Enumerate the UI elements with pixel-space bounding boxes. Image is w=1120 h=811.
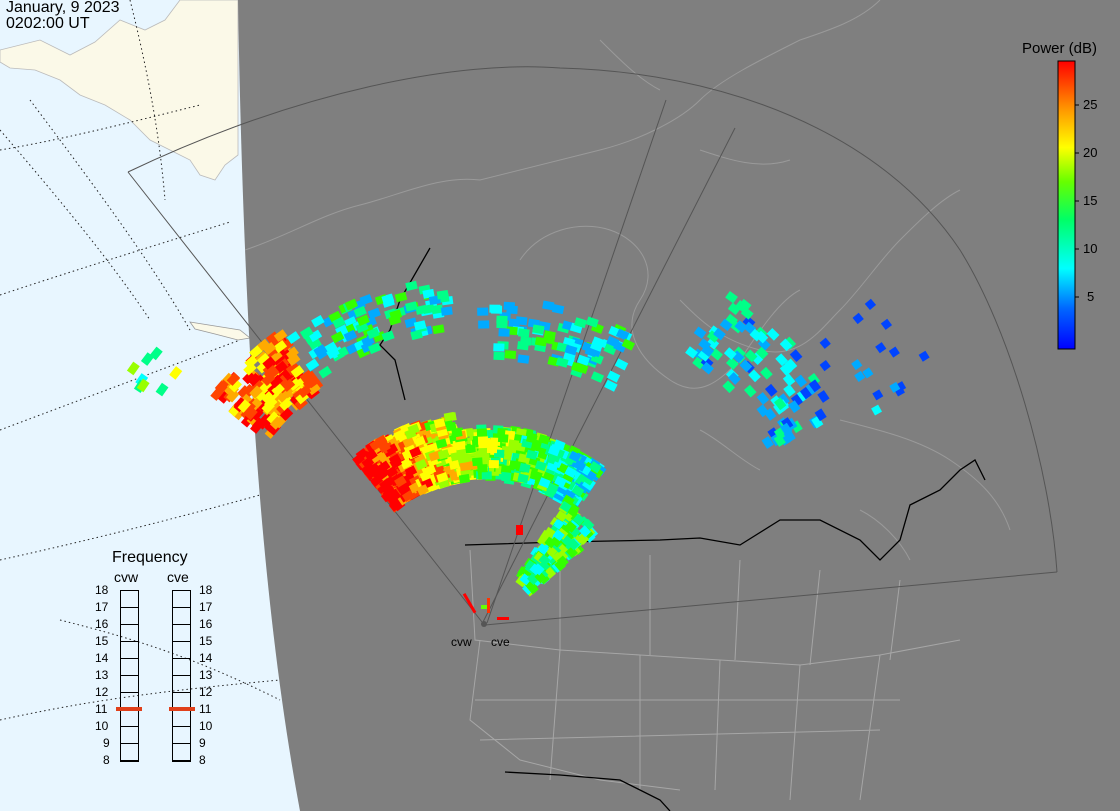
colorbar [1057, 60, 1076, 350]
time-label: 0202:00 UT [6, 15, 90, 32]
coastlines [244, 0, 1011, 561]
colorbar-tick-label: 20 [1083, 145, 1098, 160]
frequency-grid-line [120, 726, 139, 727]
graticule [0, 0, 281, 721]
frequency-tick-label: 9 [103, 736, 110, 750]
frequency-tick-label: 12 [95, 685, 109, 699]
state-lines [469, 549, 961, 801]
frequency-grid-line [120, 641, 139, 642]
radar-scatter [126, 280, 930, 597]
radar-name-cve: cve [167, 569, 189, 585]
frequency-tick-label: 17 [95, 600, 109, 614]
date-label: January, 9 2023 [6, 0, 120, 16]
frequency-tick-label: 18 [95, 583, 109, 597]
frequency-tick-label: 15 [199, 634, 213, 648]
frequency-tick-label: 8 [103, 753, 110, 767]
frequency-grid-line [172, 726, 191, 727]
frequency-title: Frequency [112, 549, 188, 566]
frequency-bar-cvw [120, 590, 139, 762]
frequency-tick-label: 18 [199, 583, 213, 597]
frequency-tick-label: 16 [199, 617, 213, 631]
colorbar-title: Power (dB) [1022, 40, 1098, 57]
frequency-grid-line [172, 760, 191, 761]
night-region [238, 0, 1120, 811]
frequency-tick-label: 15 [95, 634, 109, 648]
frequency-tick-label: 13 [199, 668, 213, 682]
frequency-tick-label: 10 [95, 719, 109, 733]
frequency-grid-line [120, 658, 139, 659]
frequency-grid-line [172, 624, 191, 625]
frequency-grid-line [120, 607, 139, 608]
frequency-tick-label: 11 [95, 702, 108, 716]
radar-name-cvw: cvw [114, 569, 139, 585]
frequency-tick-label: 16 [95, 617, 109, 631]
frequency-grid-line [172, 675, 191, 676]
frequency-grid-line [172, 607, 191, 608]
frequency-grid-line [172, 692, 191, 693]
colorbar-tick-label: 25 [1083, 97, 1098, 112]
alaska-daylit-land [0, 0, 239, 181]
colorbar-tick-label: 10 [1083, 241, 1098, 256]
site-label-cvw: cvw [451, 635, 472, 649]
frequency-tick-label: 11 [199, 702, 212, 716]
frequency-marker-cve [169, 707, 195, 711]
frequency-tick-label: 13 [95, 668, 109, 682]
frequency-grid-line [120, 692, 139, 693]
frequency-grid-line [172, 658, 191, 659]
frequency-tick-label: 10 [199, 719, 213, 733]
frequency-grid-line [172, 743, 191, 744]
colorbar-tick-label: 15 [1083, 193, 1098, 208]
frequency-grid-line [120, 760, 139, 761]
aleutian-islands [189, 321, 251, 341]
frequency-tick-label: 17 [199, 600, 213, 614]
radar-site-dot [481, 621, 487, 627]
frequency-tick-label: 8 [199, 753, 206, 767]
colorbar-tick-label: 5 [1087, 289, 1095, 304]
frequency-tick-label: 12 [199, 685, 213, 699]
frequency-grid-line [120, 675, 139, 676]
frequency-grid-line [172, 641, 191, 642]
frequency-tick-label: 14 [95, 651, 109, 665]
frequency-marker-cvw [116, 707, 142, 711]
site-label-cve: cve [491, 635, 510, 649]
frequency-tick-label: 9 [199, 736, 206, 750]
frequency-grid-line [120, 743, 139, 744]
colorbar-ticks [1075, 104, 1079, 298]
frequency-bar-cve [172, 590, 191, 762]
frequency-grid-line [120, 624, 139, 625]
near-site-echoes [462, 525, 523, 627]
frequency-tick-label: 14 [199, 651, 213, 665]
